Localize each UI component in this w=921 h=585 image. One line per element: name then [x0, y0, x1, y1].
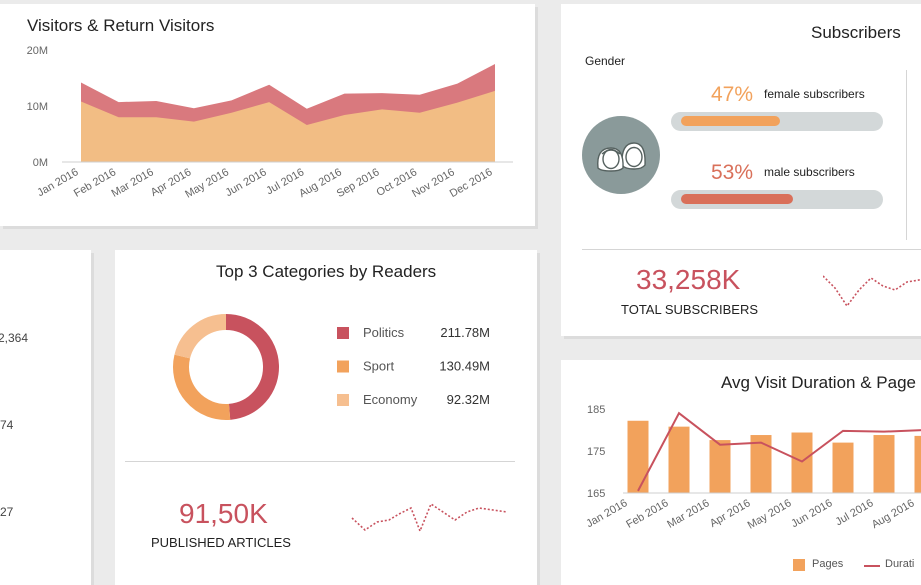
pages-bar — [874, 435, 895, 493]
legend-value-politics: 211.78M — [440, 325, 490, 340]
x-tick-label: Aug 2016 — [870, 497, 917, 531]
x-tick-label: Jul 2016 — [833, 497, 875, 528]
y-tick-label: 185 — [587, 404, 605, 416]
x-tick-label: Feb 2016 — [72, 166, 118, 200]
subscribers-card: Subscribers Gender 47% female subscriber… — [561, 4, 921, 336]
legend-pages-swatch — [793, 559, 805, 571]
legend-swatch-economy — [337, 394, 349, 406]
articles-sparkline — [347, 498, 527, 548]
y-tick-label: 175 — [587, 446, 605, 458]
donut-slice-politics — [226, 322, 271, 412]
female-bar-fill — [681, 116, 780, 126]
left-stats-card: 2,364 74 27 — [0, 250, 91, 585]
total-subscribers-value: 33,258K — [636, 264, 740, 296]
pages-bar — [628, 421, 649, 493]
subscribers-divider — [582, 249, 921, 250]
y-tick-label: 165 — [587, 488, 605, 500]
x-tick-label: Mar 2016 — [665, 497, 711, 531]
x-tick-label: Dec 2016 — [448, 166, 495, 200]
legend-value-sport: 130.49M — [439, 359, 490, 374]
subscribers-sparkline — [823, 268, 921, 313]
x-tick-label: Jun 2016 — [789, 497, 834, 530]
male-bar-fill — [681, 194, 793, 204]
legend-value-economy: 92.32M — [447, 392, 490, 407]
male-pct: 53% — [711, 161, 753, 185]
x-tick-label: Sep 2016 — [335, 166, 382, 200]
x-tick-label: Mar 2016 — [110, 166, 156, 200]
left-stat-3: 27 — [0, 505, 13, 519]
people-icon — [582, 116, 660, 194]
male-label: male subscribers — [764, 165, 855, 179]
pages-bar — [792, 433, 813, 493]
categories-donut-chart: Politics 211.78M Sport 130.49M Economy 92.32M — [115, 250, 537, 450]
articles-value: 91,50K — [179, 498, 268, 530]
legend-label-sport: Sport — [363, 359, 394, 374]
legend-swatch-sport — [337, 361, 349, 373]
pages-bar — [915, 436, 921, 493]
x-tick-label: Jan 2016 — [584, 497, 629, 530]
donut-slice-sport — [181, 356, 230, 412]
x-tick-label: Feb 2016 — [624, 497, 670, 531]
legend-pages-label: Pages — [812, 558, 843, 570]
y-tick-label: 0M — [33, 157, 48, 169]
left-stat-2: 74 — [0, 418, 13, 432]
female-pct: 47% — [711, 83, 753, 107]
subscribers-title: Subscribers — [811, 23, 901, 43]
legend-label-economy: Economy — [363, 392, 418, 407]
x-tick-label: Jun 2016 — [223, 166, 268, 199]
pages-bar — [833, 443, 854, 493]
y-tick-label: 10M — [27, 101, 48, 113]
total-subscribers-label: TOTAL SUBSCRIBERS — [621, 302, 758, 317]
donut-slice-economy — [182, 322, 226, 356]
articles-label: PUBLISHED ARTICLES — [151, 535, 291, 550]
legend-swatch-politics — [337, 327, 349, 339]
legend-duration-label: Durati — [885, 558, 914, 570]
gender-label: Gender — [585, 54, 625, 68]
female-bar-track — [671, 112, 883, 131]
left-stat-1: 2,364 — [0, 331, 28, 345]
faces-icon — [582, 116, 660, 194]
x-tick-label: Apr 2016 — [708, 497, 753, 530]
legend-label-politics: Politics — [363, 325, 405, 340]
pages-bar — [669, 427, 690, 493]
female-label: female subscribers — [764, 87, 865, 101]
subscribers-vertical-divider — [906, 70, 907, 240]
male-bar-track — [671, 190, 883, 209]
pages-bar — [710, 440, 731, 493]
x-tick-label: May 2016 — [746, 497, 794, 532]
categories-divider — [125, 461, 515, 462]
y-tick-label: 20M — [27, 45, 48, 57]
legend-duration-swatch — [864, 565, 880, 567]
